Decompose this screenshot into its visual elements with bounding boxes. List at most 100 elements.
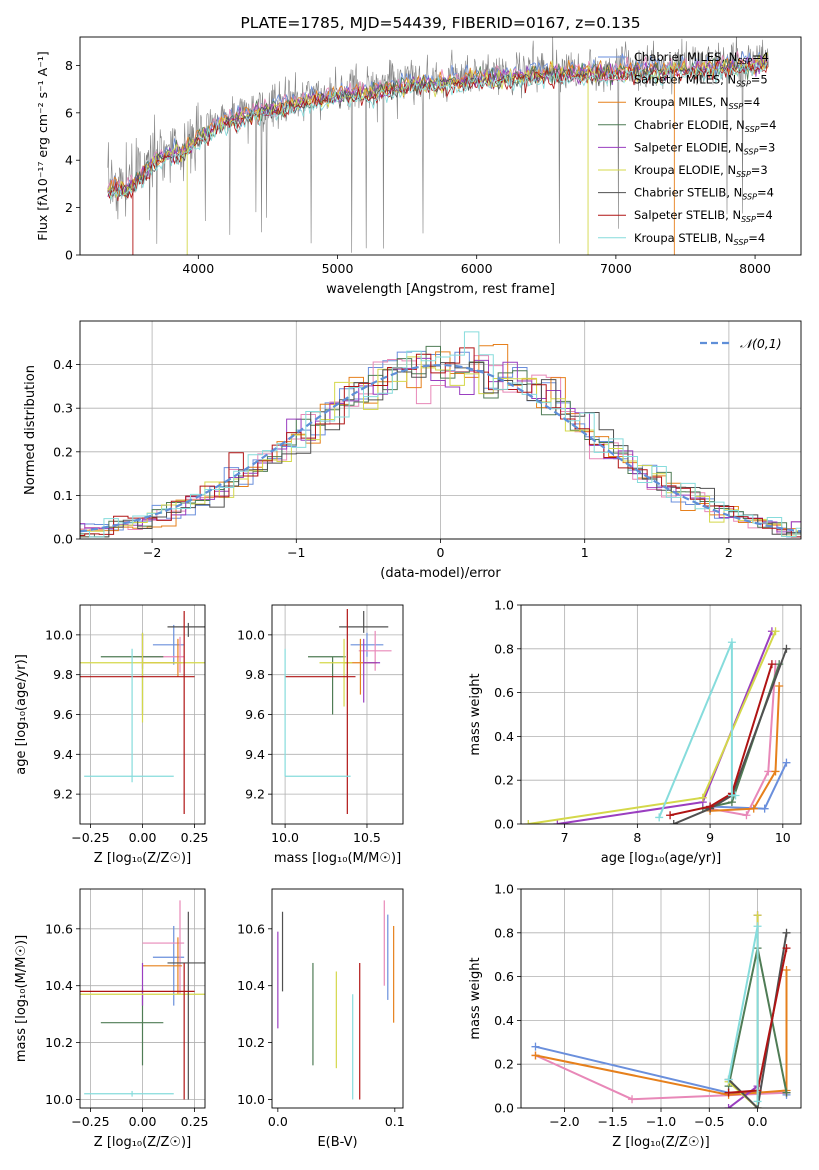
x-tick-label: −0.5	[694, 1114, 724, 1129]
x-tick-label: 0.0	[748, 1114, 768, 1129]
weight-age-series	[524, 627, 791, 824]
y-tick-label: 9.2	[53, 787, 73, 802]
y-tick-label: 0.4	[494, 1013, 514, 1028]
y-tick-label: 0.6	[494, 969, 514, 984]
x-tick-label: 2	[725, 545, 733, 560]
plus-marker	[698, 793, 707, 802]
y-tick-label: 4	[65, 153, 73, 168]
legend-entry: Kroupa ELODIE, NSSP=3	[634, 163, 768, 179]
legend-entry: Chabrier STELIB, NSSP=4	[634, 186, 774, 202]
x-tick-label: 0.25	[181, 830, 209, 845]
axes-frame	[271, 604, 404, 825]
x-axis-label: mass [log₁₀(M/M☉)]	[274, 851, 401, 866]
plus-marker	[764, 767, 773, 776]
legend-entry: Salpeter STELIB, NSSP=4	[634, 208, 773, 224]
plus-marker	[724, 1088, 733, 1097]
weight-line	[658, 641, 736, 818]
x-tick-label: 10	[775, 830, 791, 845]
y-axis-label: Flux [fλ10⁻¹⁷ erg cm⁻² s⁻¹ A⁻¹]	[35, 51, 50, 240]
mass-z-points	[80, 900, 205, 1100]
y-tick-label: 6	[65, 105, 73, 120]
model-spectrum	[107, 59, 768, 202]
y-tick-label: 0.1	[53, 488, 73, 503]
x-tick-label: 0.0	[268, 1114, 288, 1129]
y-tick-label: 10.6	[45, 921, 73, 936]
residuals-axes: −2 −1 0 1 2 0.0 0.1 0.2 0.3 0.4	[53, 321, 801, 560]
x-tick-label: 0.25	[181, 1114, 209, 1129]
plus-marker	[669, 820, 678, 824]
legend-entry: Chabrier ELODIE, NSSP=4	[634, 118, 776, 134]
mass-ebv-axes: 0.0 0.1 10.0 10.2 10.4 10.6	[237, 921, 405, 1129]
histogram-series	[80, 355, 801, 535]
x-tick-label: −0.25	[71, 830, 109, 845]
chart-title: PLATE=1785, MJD=54439, FIBERID=0167, z=0…	[240, 14, 640, 32]
y-tick-label: 0.3	[53, 401, 73, 416]
y-tick-label: 9.4	[245, 747, 265, 762]
x-tick-label: −1.0	[646, 1114, 676, 1129]
plus-marker	[553, 820, 562, 824]
plus-marker	[782, 1088, 791, 1097]
spectrum-lines	[107, 37, 769, 255]
y-tick-label: 1.0	[494, 598, 514, 613]
plus-marker	[775, 682, 784, 691]
axes-frame	[79, 604, 206, 825]
weight-z-series	[531, 911, 791, 1108]
x-tick-label: 1	[581, 545, 589, 560]
plus-marker	[742, 811, 751, 820]
axes-frame	[79, 36, 802, 256]
legend-entry: Kroupa MILES, NSSP=4	[634, 95, 760, 111]
x-tick-label: 7	[561, 830, 569, 845]
axes-frame	[520, 888, 802, 1109]
y-axis-label: mass weight	[468, 673, 483, 755]
spectrum-legend: Chabrier MILES, NSSP=4 Salpeter MILES, NS…	[598, 50, 776, 247]
mass-ebv-points	[277, 900, 395, 1100]
x-tick-label: −2.0	[549, 1114, 579, 1129]
y-tick-label: 10.4	[45, 978, 73, 993]
x-tick-label: −0.25	[71, 1114, 109, 1129]
x-axis-label: Z [log₁₀(Z/Z☉)]	[94, 851, 191, 866]
x-tick-label: −2	[143, 545, 161, 560]
model-spectrum	[107, 59, 768, 198]
y-tick-label: 0.2	[494, 1057, 514, 1072]
plus-marker	[771, 627, 780, 636]
y-tick-label: 0.0	[494, 817, 514, 832]
y-tick-label: 0.8	[494, 641, 514, 656]
y-tick-label: 10.4	[237, 978, 265, 993]
y-tick-label: 9.8	[245, 667, 265, 682]
histograms	[80, 331, 801, 538]
y-tick-label: 2	[65, 200, 73, 215]
histogram-series	[80, 344, 801, 532]
residual-legend: 𝒩(0,1)	[700, 336, 782, 351]
age-mass-points	[284, 608, 392, 815]
y-axis-label: mass weight	[468, 957, 483, 1039]
plus-marker	[724, 1104, 733, 1108]
x-axis-label: age [log₁₀(age/yr)]	[601, 851, 722, 866]
plus-marker	[655, 813, 664, 822]
weight-line	[557, 630, 773, 824]
y-tick-label: 0	[65, 248, 73, 263]
plus-marker	[782, 644, 791, 653]
y-tick-label: 10.0	[45, 627, 73, 642]
plus-marker	[782, 966, 791, 975]
x-axis-label: (data-model)/error	[380, 566, 501, 581]
weight-line	[709, 664, 777, 817]
legend-entry: Chabrier MILES, NSSP=4	[634, 50, 769, 66]
age-z-points	[80, 610, 205, 815]
spectrum-axes: 4000 5000 6000 7000 8000 0 2 4 6 8	[65, 58, 771, 276]
x-tick-label: −1	[287, 545, 305, 560]
x-tick-label: 0.00	[129, 830, 157, 845]
legend-entry: Salpeter ELODIE, NSSP=3	[634, 140, 775, 156]
y-axis-label: mass [log₁₀(M/M☉)]	[14, 935, 29, 1062]
y-tick-label: 9.8	[53, 667, 73, 682]
y-tick-label: 9.4	[53, 747, 73, 762]
x-tick-label: 7000	[600, 261, 632, 276]
y-tick-label: 0.6	[494, 685, 514, 700]
x-tick-label: 8	[633, 830, 641, 845]
plus-marker	[771, 767, 780, 776]
x-axis-label: Z [log₁₀(Z/Z☉)]	[94, 1135, 191, 1150]
legend-entry: Kroupa STELIB, NSSP=4	[634, 231, 765, 247]
legend-entry: Salpeter MILES, NSSP=5	[634, 73, 768, 89]
y-tick-label: 0.2	[53, 444, 73, 459]
plus-marker	[753, 922, 762, 931]
